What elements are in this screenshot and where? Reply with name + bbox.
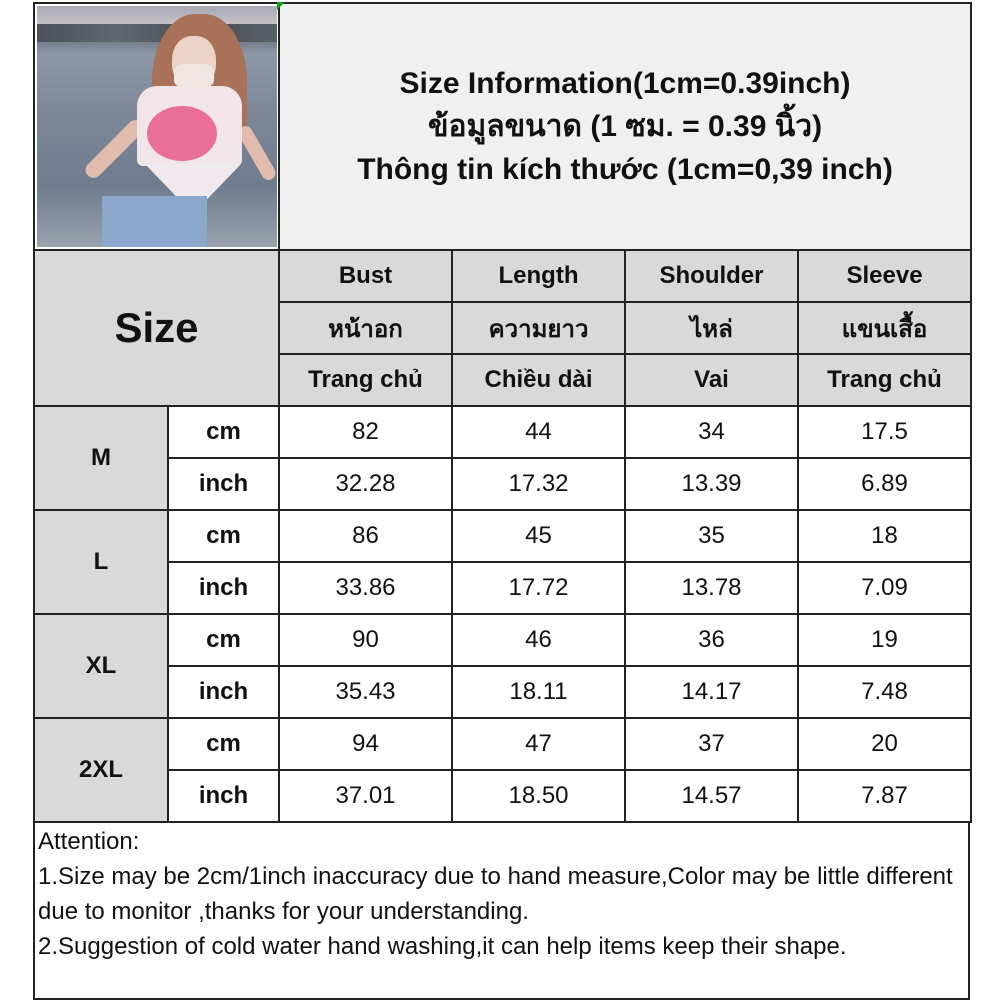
attention-notes: Attention: 1.Size may be 2cm/1inch inacc…	[35, 824, 968, 964]
attention-note-2: 2.Suggestion of cold water hand washing,…	[38, 933, 847, 960]
measurement-cell: 17.5	[796, 405, 973, 459]
unit-label: cm	[167, 509, 280, 563]
cell-marker	[277, 2, 285, 10]
col-header-sleeve-en: Sleeve	[796, 249, 973, 303]
col-header-shoulder-th: ไหล่	[624, 301, 799, 355]
measurement-cell: 86	[278, 509, 453, 563]
measurement-cell: 47	[451, 717, 626, 771]
title-english: Size Information(1cm=0.39inch)	[399, 67, 851, 100]
size-label: XL	[33, 613, 169, 719]
measurement-cell: 34	[624, 405, 799, 459]
unit-label: inch	[167, 769, 280, 823]
col-header-length-th: ความยาว	[451, 301, 626, 355]
col-header-sleeve-vi: Trang chủ	[796, 353, 973, 407]
measurement-cell: 37.01	[278, 769, 453, 823]
product-photo-cell	[33, 2, 280, 251]
measurement-cell: 37	[624, 717, 799, 771]
measurement-cell: 46	[451, 613, 626, 667]
size-label: M	[33, 405, 169, 511]
table-row: 2XL cm 94 47 37 20	[33, 717, 973, 823]
measurement-cell: 35	[624, 509, 799, 563]
col-header-sleeve-th: แขนเสื้อ	[796, 301, 973, 355]
measurement-cell: 90	[278, 613, 453, 667]
attention-note-1: 1.Size may be 2cm/1inch inaccuracy due t…	[38, 863, 953, 925]
measurement-cell: 13.78	[624, 561, 799, 615]
col-header-shoulder-vi: Vai	[624, 353, 799, 407]
measurement-cell: 44	[451, 405, 626, 459]
unit-label: inch	[167, 457, 280, 511]
product-photo	[36, 6, 277, 247]
size-header: Size	[33, 249, 280, 407]
measurement-cell: 7.87	[796, 769, 973, 823]
table-row: inch 32.28 17.32 13.39 6.89	[34, 457, 973, 511]
unit-label: inch	[167, 665, 280, 719]
measurement-cell: 18.50	[451, 769, 626, 823]
size-label: L	[33, 509, 169, 615]
measurement-cell: 94	[278, 717, 453, 771]
table-row: XL cm 90 46 36 19	[33, 613, 973, 719]
title-vietnamese: Thông tin kích thước (1cm=0,39 inch)	[357, 153, 893, 186]
measurement-cell: 32.28	[278, 457, 453, 511]
measurement-cell: 7.09	[796, 561, 973, 615]
col-header-bust-vi: Trang chủ	[278, 353, 453, 407]
table-row: inch 33.86 17.72 13.78 7.09	[34, 561, 973, 615]
measurement-cell: 6.89	[796, 457, 973, 511]
measurement-cell: 7.48	[796, 665, 973, 719]
size-chart-table: Size Information(1cm=0.39inch) ข้อมูลขนา…	[33, 2, 973, 823]
unit-label: cm	[167, 717, 280, 771]
col-header-length-en: Length	[451, 249, 626, 303]
unit-label: cm	[167, 613, 280, 667]
col-header-length-vi: Chiều dài	[451, 353, 626, 407]
measurement-cell: 82	[278, 405, 453, 459]
table-row: inch 35.43 18.11 14.17 7.48	[34, 665, 973, 719]
size-label: 2XL	[33, 717, 169, 823]
measurement-cell: 20	[796, 717, 973, 771]
col-header-bust-th: หน้าอก	[278, 301, 453, 355]
measurement-cell: 17.32	[451, 457, 626, 511]
size-info-title: Size Information(1cm=0.39inch) ข้อมูลขนา…	[277, 2, 973, 251]
measurement-cell: 14.17	[624, 665, 799, 719]
attention-heading: Attention:	[38, 828, 140, 855]
unit-label: inch	[167, 561, 280, 615]
measurement-cell: 18.11	[451, 665, 626, 719]
measurement-cell: 14.57	[624, 769, 799, 823]
title-thai: ข้อมูลขนาด (1 ซม. = 0.39 นิ้ว)	[427, 110, 823, 143]
measurement-cell: 13.39	[624, 457, 799, 511]
measurement-cell: 35.43	[278, 665, 453, 719]
measurement-cell: 45	[451, 509, 626, 563]
col-header-bust-en: Bust	[278, 249, 453, 303]
measurement-cell: 17.72	[451, 561, 626, 615]
table-row: inch 37.01 18.50 14.57 7.87	[34, 769, 973, 823]
measurement-cell: 36	[624, 613, 799, 667]
measurement-cell: 19	[796, 613, 973, 667]
col-header-shoulder-en: Shoulder	[624, 249, 799, 303]
measurement-cell: 33.86	[278, 561, 453, 615]
unit-label: cm	[167, 405, 280, 459]
measurement-cell: 18	[796, 509, 973, 563]
